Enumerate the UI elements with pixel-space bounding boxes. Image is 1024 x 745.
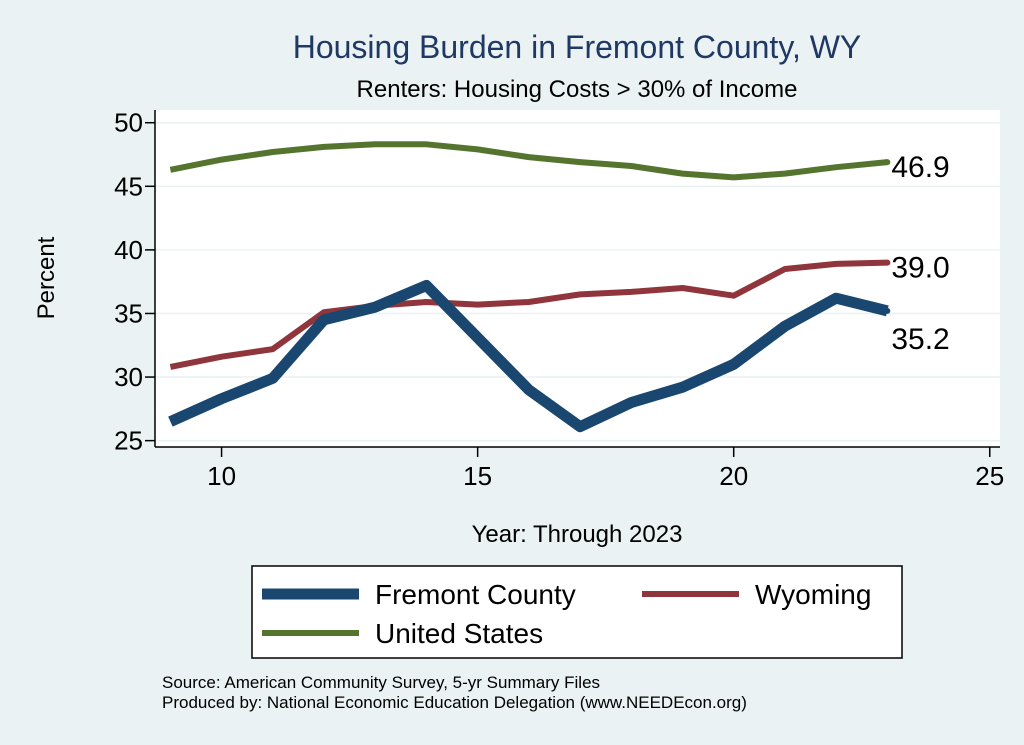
end-point: [884, 259, 891, 266]
y-tick-label: 30: [114, 362, 143, 392]
chart-subtitle: Renters: Housing Costs > 30% of Income: [357, 76, 798, 103]
legend: [251, 565, 903, 659]
y-axis-title: Percent: [33, 236, 60, 319]
end-value-label: 35.2: [891, 323, 949, 356]
end-point: [884, 307, 891, 314]
produced-by-line: Produced by: National Economic Education…: [162, 693, 747, 712]
series-line: [169, 141, 888, 181]
x-tick-label: 20: [719, 461, 748, 491]
legend-items: Fremont County Wyoming United States: [262, 579, 871, 649]
legend-label: United States: [375, 618, 543, 649]
legend-label: Fremont County: [375, 579, 576, 610]
series-line: [169, 259, 888, 370]
x-tick-label: 10: [207, 461, 236, 491]
y-axis-ticks: 25 30 35 40 45 50: [114, 108, 155, 456]
source-line: Source: American Community Survey, 5-yr …: [162, 673, 600, 692]
y-tick-label: 50: [114, 108, 143, 138]
series-line: [168, 280, 889, 433]
series-lines: [168, 141, 889, 433]
y-tick-label: 35: [114, 298, 143, 328]
end-value-label: 39.0: [891, 252, 949, 285]
x-tick-label: 25: [975, 461, 1004, 491]
end-labels: 35.2 39.0 46.9: [884, 151, 950, 356]
end-point: [884, 159, 891, 166]
x-axis-title: Year: Through 2023: [472, 521, 683, 548]
legend-label: Wyoming: [755, 579, 871, 610]
y-tick-label: 25: [114, 426, 143, 456]
gridlines: [155, 121, 1000, 442]
y-tick-label: 45: [114, 171, 143, 201]
chart-title: Housing Burden in Fremont County, WY: [293, 29, 862, 65]
y-tick-label: 40: [114, 235, 143, 265]
x-axis-ticks: 10 15 20 25: [207, 447, 1004, 491]
x-tick-label: 15: [463, 461, 492, 491]
end-value-label: 46.9: [891, 151, 949, 184]
